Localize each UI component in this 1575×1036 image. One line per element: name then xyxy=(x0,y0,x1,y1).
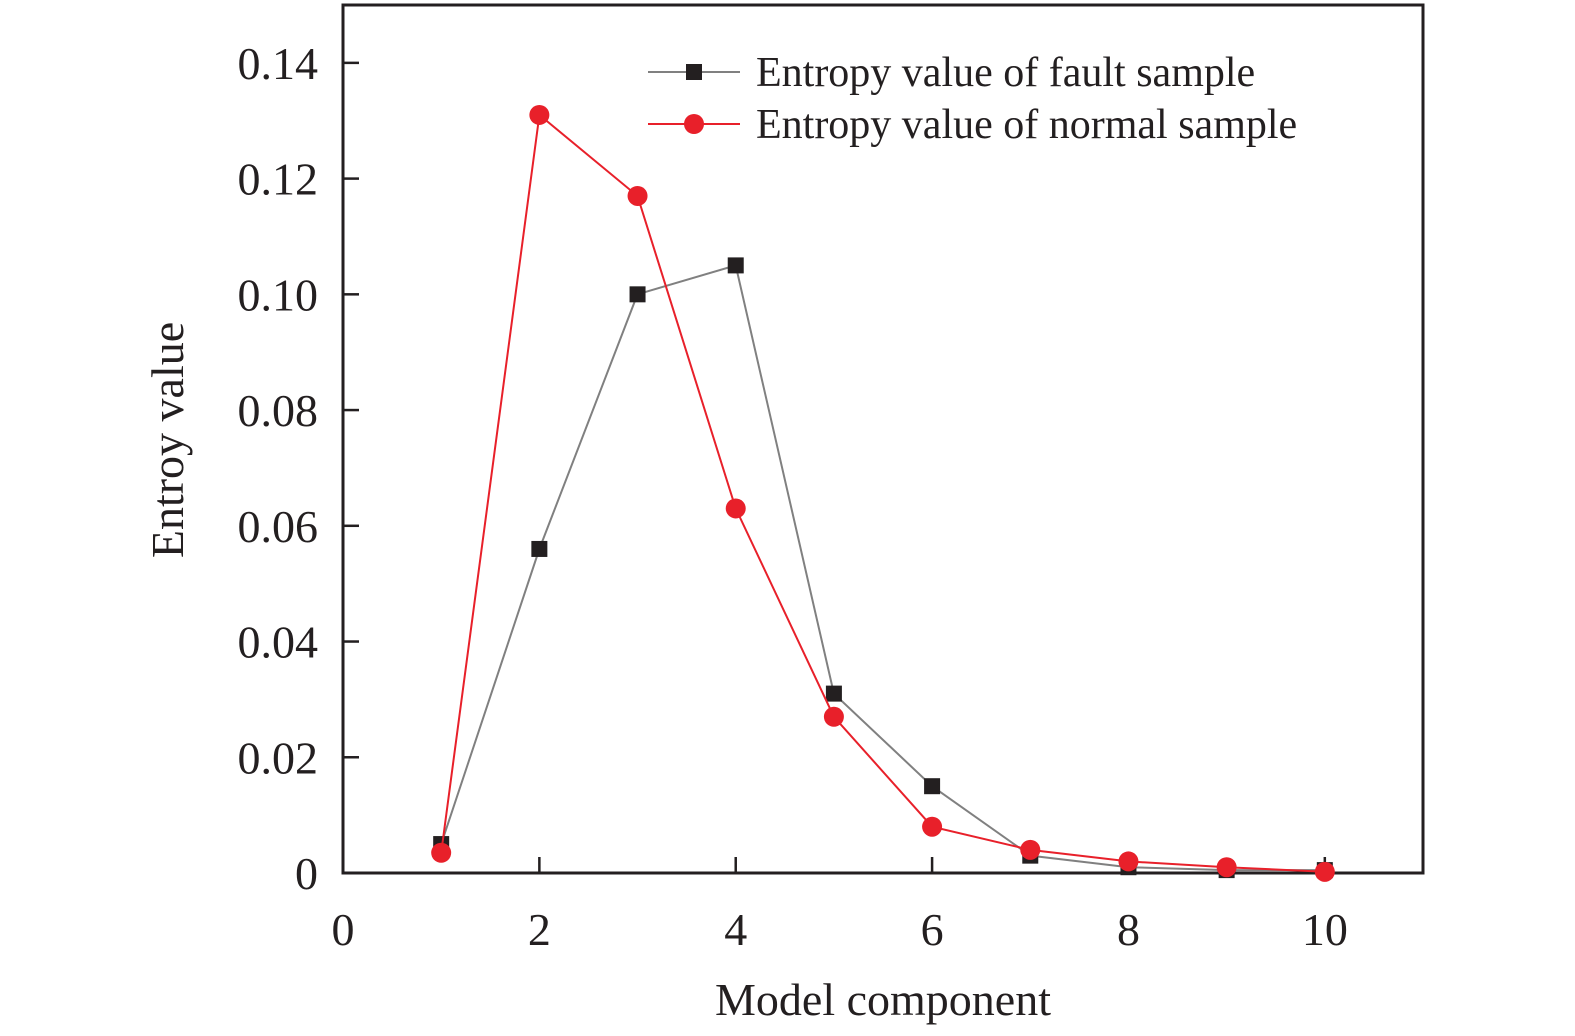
legend-item: Entropy value of fault sample xyxy=(648,50,1255,96)
y-tick-label: 0.14 xyxy=(238,38,319,89)
y-tick-label: 0.10 xyxy=(238,269,319,320)
y-tick-label: 0.04 xyxy=(238,617,319,668)
data-point-square xyxy=(727,257,744,274)
series-fault-sample xyxy=(433,257,1333,879)
data-point-circle xyxy=(529,104,550,125)
series-normal-sample xyxy=(431,104,1335,882)
legend-item: Entropy value of normal sample xyxy=(648,102,1297,148)
y-axis-title: Entroy value xyxy=(142,322,193,558)
x-tick-label: 8 xyxy=(1117,904,1140,955)
data-point-square xyxy=(531,540,548,557)
legend: Entropy value of fault sample Entropy val… xyxy=(648,50,1297,148)
data-point-circle xyxy=(627,185,648,206)
y-tick-label: 0 xyxy=(295,848,318,899)
plot-frame xyxy=(341,3,1425,875)
legend-marker-square xyxy=(686,64,702,80)
data-point-circle xyxy=(431,842,452,863)
x-tick-label: 4 xyxy=(724,904,747,955)
data-point-circle xyxy=(1216,857,1237,878)
legend-label: Entropy value of fault sample xyxy=(756,50,1255,96)
y-tick-label: 0.12 xyxy=(238,154,319,205)
data-point-circle xyxy=(725,498,746,519)
legend-marker-circle xyxy=(684,114,704,134)
data-point-square xyxy=(825,685,842,702)
series-layer xyxy=(431,104,1335,882)
data-point-circle xyxy=(1020,839,1041,860)
legend-label: Entropy value of normal sample xyxy=(756,102,1297,148)
data-point-square xyxy=(629,286,646,303)
data-point-circle xyxy=(1118,851,1139,872)
data-point-circle xyxy=(1314,861,1335,882)
x-tick-label: 2 xyxy=(528,904,551,955)
y-axis-ticks: 0 0.02 0.04 0.06 0.08 0.10 0.12 0.14 xyxy=(238,38,359,899)
series-line xyxy=(440,264,1325,872)
data-point-circle xyxy=(922,816,943,837)
data-point-circle xyxy=(823,706,844,727)
y-tick-label: 0.02 xyxy=(238,732,319,783)
x-axis-title: Model component xyxy=(715,974,1051,1025)
y-tick-label: 0.06 xyxy=(238,501,319,552)
series-line xyxy=(440,112,1325,873)
x-tick-label: 6 xyxy=(921,904,944,955)
x-tick-label: 0 xyxy=(332,904,355,955)
y-tick-label: 0.08 xyxy=(238,385,319,436)
x-tick-label: 10 xyxy=(1302,904,1348,955)
data-point-square xyxy=(924,778,941,795)
